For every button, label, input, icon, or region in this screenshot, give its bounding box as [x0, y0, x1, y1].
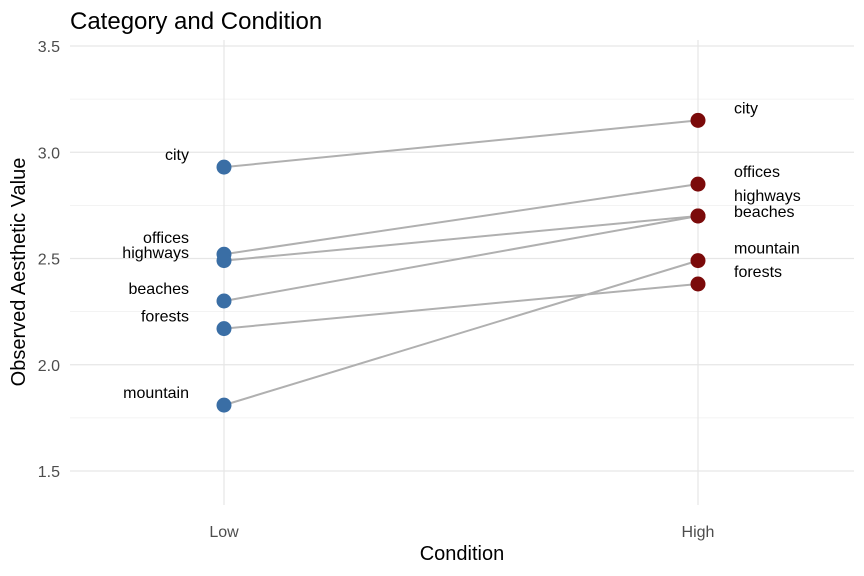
- high-point-label: city: [734, 100, 758, 117]
- connector-line: [223, 259, 699, 407]
- low-point-label: forests: [141, 309, 189, 326]
- connector-line: [223, 119, 699, 169]
- x-tick-label: High: [682, 524, 715, 541]
- point-high: [690, 176, 706, 192]
- point-high: [690, 112, 706, 128]
- y-axis-ticks: 1.5 2.0 2.5 3.0 3.5: [38, 39, 60, 481]
- point-labels: cityofficeshighwaysbeachesforestsmountai…: [122, 100, 800, 402]
- data-points: [216, 112, 706, 413]
- chart-title: Category and Condition: [70, 8, 322, 35]
- point-low: [216, 293, 232, 309]
- y-tick-label: 2.5: [38, 252, 60, 269]
- high-point-label: highways: [734, 188, 801, 205]
- connector-line: [223, 283, 699, 330]
- y-tick-label: 3.0: [38, 145, 60, 162]
- x-tick-label: Low: [209, 524, 239, 541]
- low-point-label: offices: [143, 230, 189, 247]
- high-point-label: mountain: [734, 241, 800, 258]
- point-low: [216, 397, 232, 413]
- y-tick-label: 1.5: [38, 464, 60, 481]
- x-axis-title: Condition: [420, 543, 505, 565]
- connector-lines: [223, 119, 699, 407]
- high-point-label: forests: [734, 264, 782, 281]
- point-low: [216, 253, 232, 269]
- x-axis-ticks: Low High: [209, 524, 714, 541]
- low-point-label: highways: [122, 245, 189, 262]
- point-low: [216, 321, 232, 337]
- point-low: [216, 159, 232, 175]
- point-high: [690, 253, 706, 269]
- y-axis-title: Observed Aesthetic Value: [8, 158, 30, 387]
- connector-line: [223, 215, 699, 302]
- y-tick-label: 2.0: [38, 358, 60, 375]
- point-high: [690, 208, 706, 224]
- low-point-label: mountain: [123, 385, 189, 402]
- low-point-label: beaches: [129, 281, 190, 298]
- y-tick-label: 3.5: [38, 39, 60, 56]
- connector-line: [223, 215, 699, 262]
- high-point-label: offices: [734, 164, 780, 181]
- point-high: [690, 276, 706, 292]
- connector-line: [223, 183, 699, 256]
- high-point-label: beaches: [734, 204, 795, 221]
- low-point-label: city: [165, 147, 189, 164]
